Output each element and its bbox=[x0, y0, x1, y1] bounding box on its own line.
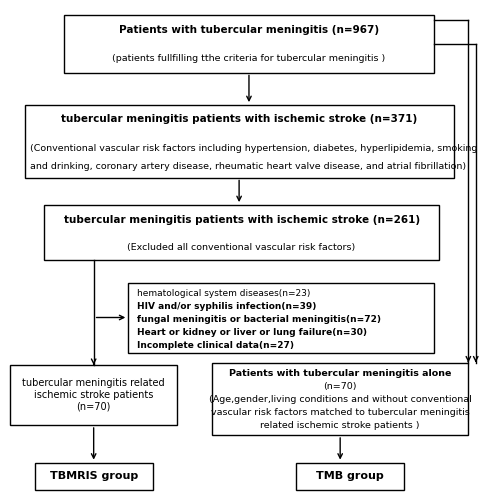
Text: TMB group: TMB group bbox=[316, 471, 384, 481]
Text: fungal meningitis or bacterial meningitis(n=72): fungal meningitis or bacterial meningiti… bbox=[137, 315, 381, 324]
Bar bbox=[128, 282, 434, 352]
Text: HIV and/or syphilis infection(n=39): HIV and/or syphilis infection(n=39) bbox=[137, 302, 317, 311]
Text: tubercular meningitis patients with ischemic stroke (n=371): tubercular meningitis patients with isch… bbox=[61, 114, 417, 124]
Text: tubercular meningitis related
ischemic stroke patients
(n=70): tubercular meningitis related ischemic s… bbox=[22, 378, 165, 412]
Text: Patients with tubercular meningitis (n=967): Patients with tubercular meningitis (n=9… bbox=[119, 25, 379, 35]
Text: (Excluded all conventional vascular risk factors): (Excluded all conventional vascular risk… bbox=[128, 243, 355, 252]
Text: hematological system diseases(n=23): hematological system diseases(n=23) bbox=[137, 289, 311, 298]
Text: (n=70): (n=70) bbox=[323, 382, 357, 391]
Text: related ischemic stroke patients ): related ischemic stroke patients ) bbox=[260, 421, 420, 430]
Text: and drinking, coronary artery disease, rheumatic heart valve disease, and atrial: and drinking, coronary artery disease, r… bbox=[30, 162, 466, 171]
Text: (Age,gender,living conditions and without conventional: (Age,gender,living conditions and withou… bbox=[209, 395, 471, 404]
Text: Patients with tubercular meningitis alone: Patients with tubercular meningitis alon… bbox=[229, 369, 452, 378]
Text: Heart or kidney or liver or lung failure(n=30): Heart or kidney or liver or lung failure… bbox=[137, 328, 367, 337]
Text: (patients fullfilling tthe criteria for tubercular meningitis ): (patients fullfilling tthe criteria for … bbox=[112, 54, 386, 63]
Bar bbox=[296, 462, 404, 490]
Text: TBMRIS group: TBMRIS group bbox=[49, 471, 138, 481]
Bar bbox=[25, 105, 454, 178]
Text: (Conventional vascular risk factors including hypertension, diabetes, hyperlipid: (Conventional vascular risk factors incl… bbox=[30, 144, 477, 153]
Text: tubercular meningitis patients with ischemic stroke (n=261): tubercular meningitis patients with isch… bbox=[64, 215, 420, 225]
Bar bbox=[44, 205, 439, 260]
Bar bbox=[64, 15, 434, 72]
Text: Incomplete clinical data(n=27): Incomplete clinical data(n=27) bbox=[137, 341, 294, 350]
Bar bbox=[212, 362, 468, 435]
Text: vascular risk factors matched to tubercular meningitis: vascular risk factors matched to tubercu… bbox=[211, 408, 469, 417]
Bar bbox=[10, 365, 177, 425]
Bar bbox=[35, 462, 153, 490]
